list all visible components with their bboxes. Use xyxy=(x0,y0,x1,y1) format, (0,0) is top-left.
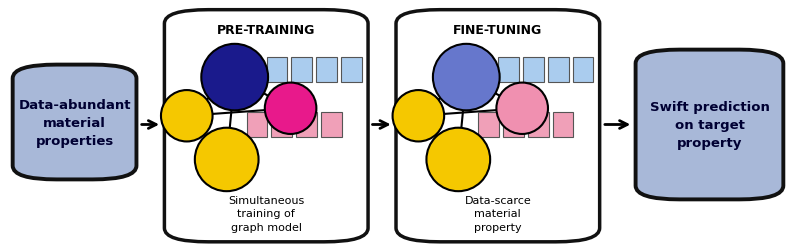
FancyBboxPatch shape xyxy=(165,11,368,242)
Ellipse shape xyxy=(161,91,213,142)
FancyBboxPatch shape xyxy=(553,112,574,138)
Text: Simultaneous
training of
graph model: Simultaneous training of graph model xyxy=(228,195,304,232)
Text: FINE-TUNING: FINE-TUNING xyxy=(454,24,542,37)
Ellipse shape xyxy=(433,45,500,111)
FancyBboxPatch shape xyxy=(503,112,524,138)
FancyBboxPatch shape xyxy=(321,112,342,138)
FancyBboxPatch shape xyxy=(548,58,569,83)
Text: Data-abundant
material
properties: Data-abundant material properties xyxy=(18,98,131,147)
FancyBboxPatch shape xyxy=(291,58,312,83)
FancyBboxPatch shape xyxy=(266,58,287,83)
Ellipse shape xyxy=(195,128,258,192)
Ellipse shape xyxy=(202,45,268,111)
FancyBboxPatch shape xyxy=(523,58,544,83)
Text: PRE-TRAINING: PRE-TRAINING xyxy=(217,24,315,37)
FancyBboxPatch shape xyxy=(528,112,549,138)
Text: Data-scarce
material
property: Data-scarce material property xyxy=(465,195,531,232)
FancyBboxPatch shape xyxy=(296,112,317,138)
FancyBboxPatch shape xyxy=(573,58,594,83)
Ellipse shape xyxy=(393,91,444,142)
FancyBboxPatch shape xyxy=(341,58,362,83)
FancyBboxPatch shape xyxy=(271,112,292,138)
Text: Swift prediction
on target
property: Swift prediction on target property xyxy=(650,100,770,150)
FancyBboxPatch shape xyxy=(498,58,519,83)
FancyBboxPatch shape xyxy=(246,112,267,138)
FancyBboxPatch shape xyxy=(478,112,499,138)
FancyBboxPatch shape xyxy=(316,58,337,83)
Ellipse shape xyxy=(426,128,490,192)
FancyBboxPatch shape xyxy=(635,50,783,200)
Ellipse shape xyxy=(265,83,316,134)
FancyBboxPatch shape xyxy=(13,65,137,180)
Ellipse shape xyxy=(496,83,548,134)
FancyBboxPatch shape xyxy=(396,11,600,242)
